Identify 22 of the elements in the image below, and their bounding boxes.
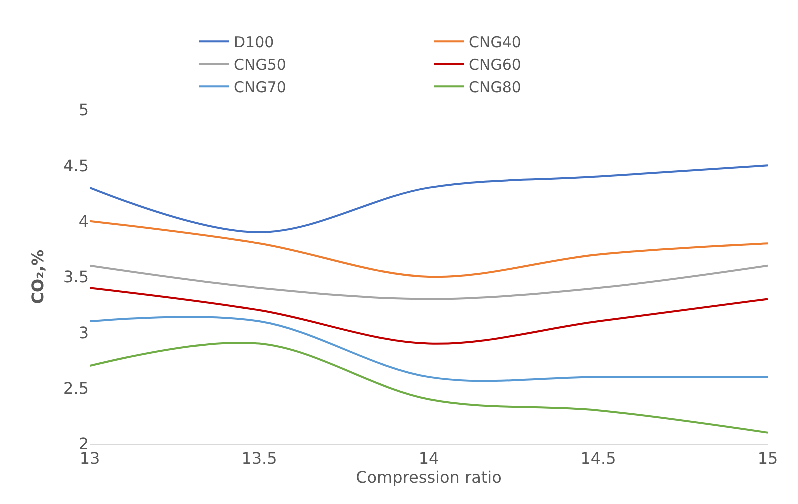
x-tick-label: 15 xyxy=(758,449,778,468)
legend-label: CNG60 xyxy=(469,56,522,74)
x-tick-label: 13.5 xyxy=(242,449,278,468)
y-tick-label: 2.5 xyxy=(64,378,89,398)
y-tick-label: 3 xyxy=(78,323,89,342)
y-tick-label: 4 xyxy=(78,212,89,231)
legend-label: CNG70 xyxy=(234,78,286,96)
line-series xyxy=(90,287,768,345)
legend-label: CNG40 xyxy=(469,33,522,52)
y-tick-label: 4.5 xyxy=(64,156,89,176)
legend-label: CNG80 xyxy=(469,78,522,96)
line-series xyxy=(90,342,768,434)
y-tick-label: 5 xyxy=(78,100,89,120)
y-tick-label: 3.5 xyxy=(64,268,89,287)
line-series xyxy=(90,220,768,278)
legend-label: D100 xyxy=(234,33,274,52)
x-tick-label: 14.5 xyxy=(580,449,616,468)
legend-label: CNG50 xyxy=(234,56,286,74)
x-axis-title: Compression ratio xyxy=(356,468,502,488)
x-tick-label: 14 xyxy=(418,449,440,468)
y-axis-title: CO₂,% xyxy=(28,250,48,304)
line-series xyxy=(90,164,768,234)
